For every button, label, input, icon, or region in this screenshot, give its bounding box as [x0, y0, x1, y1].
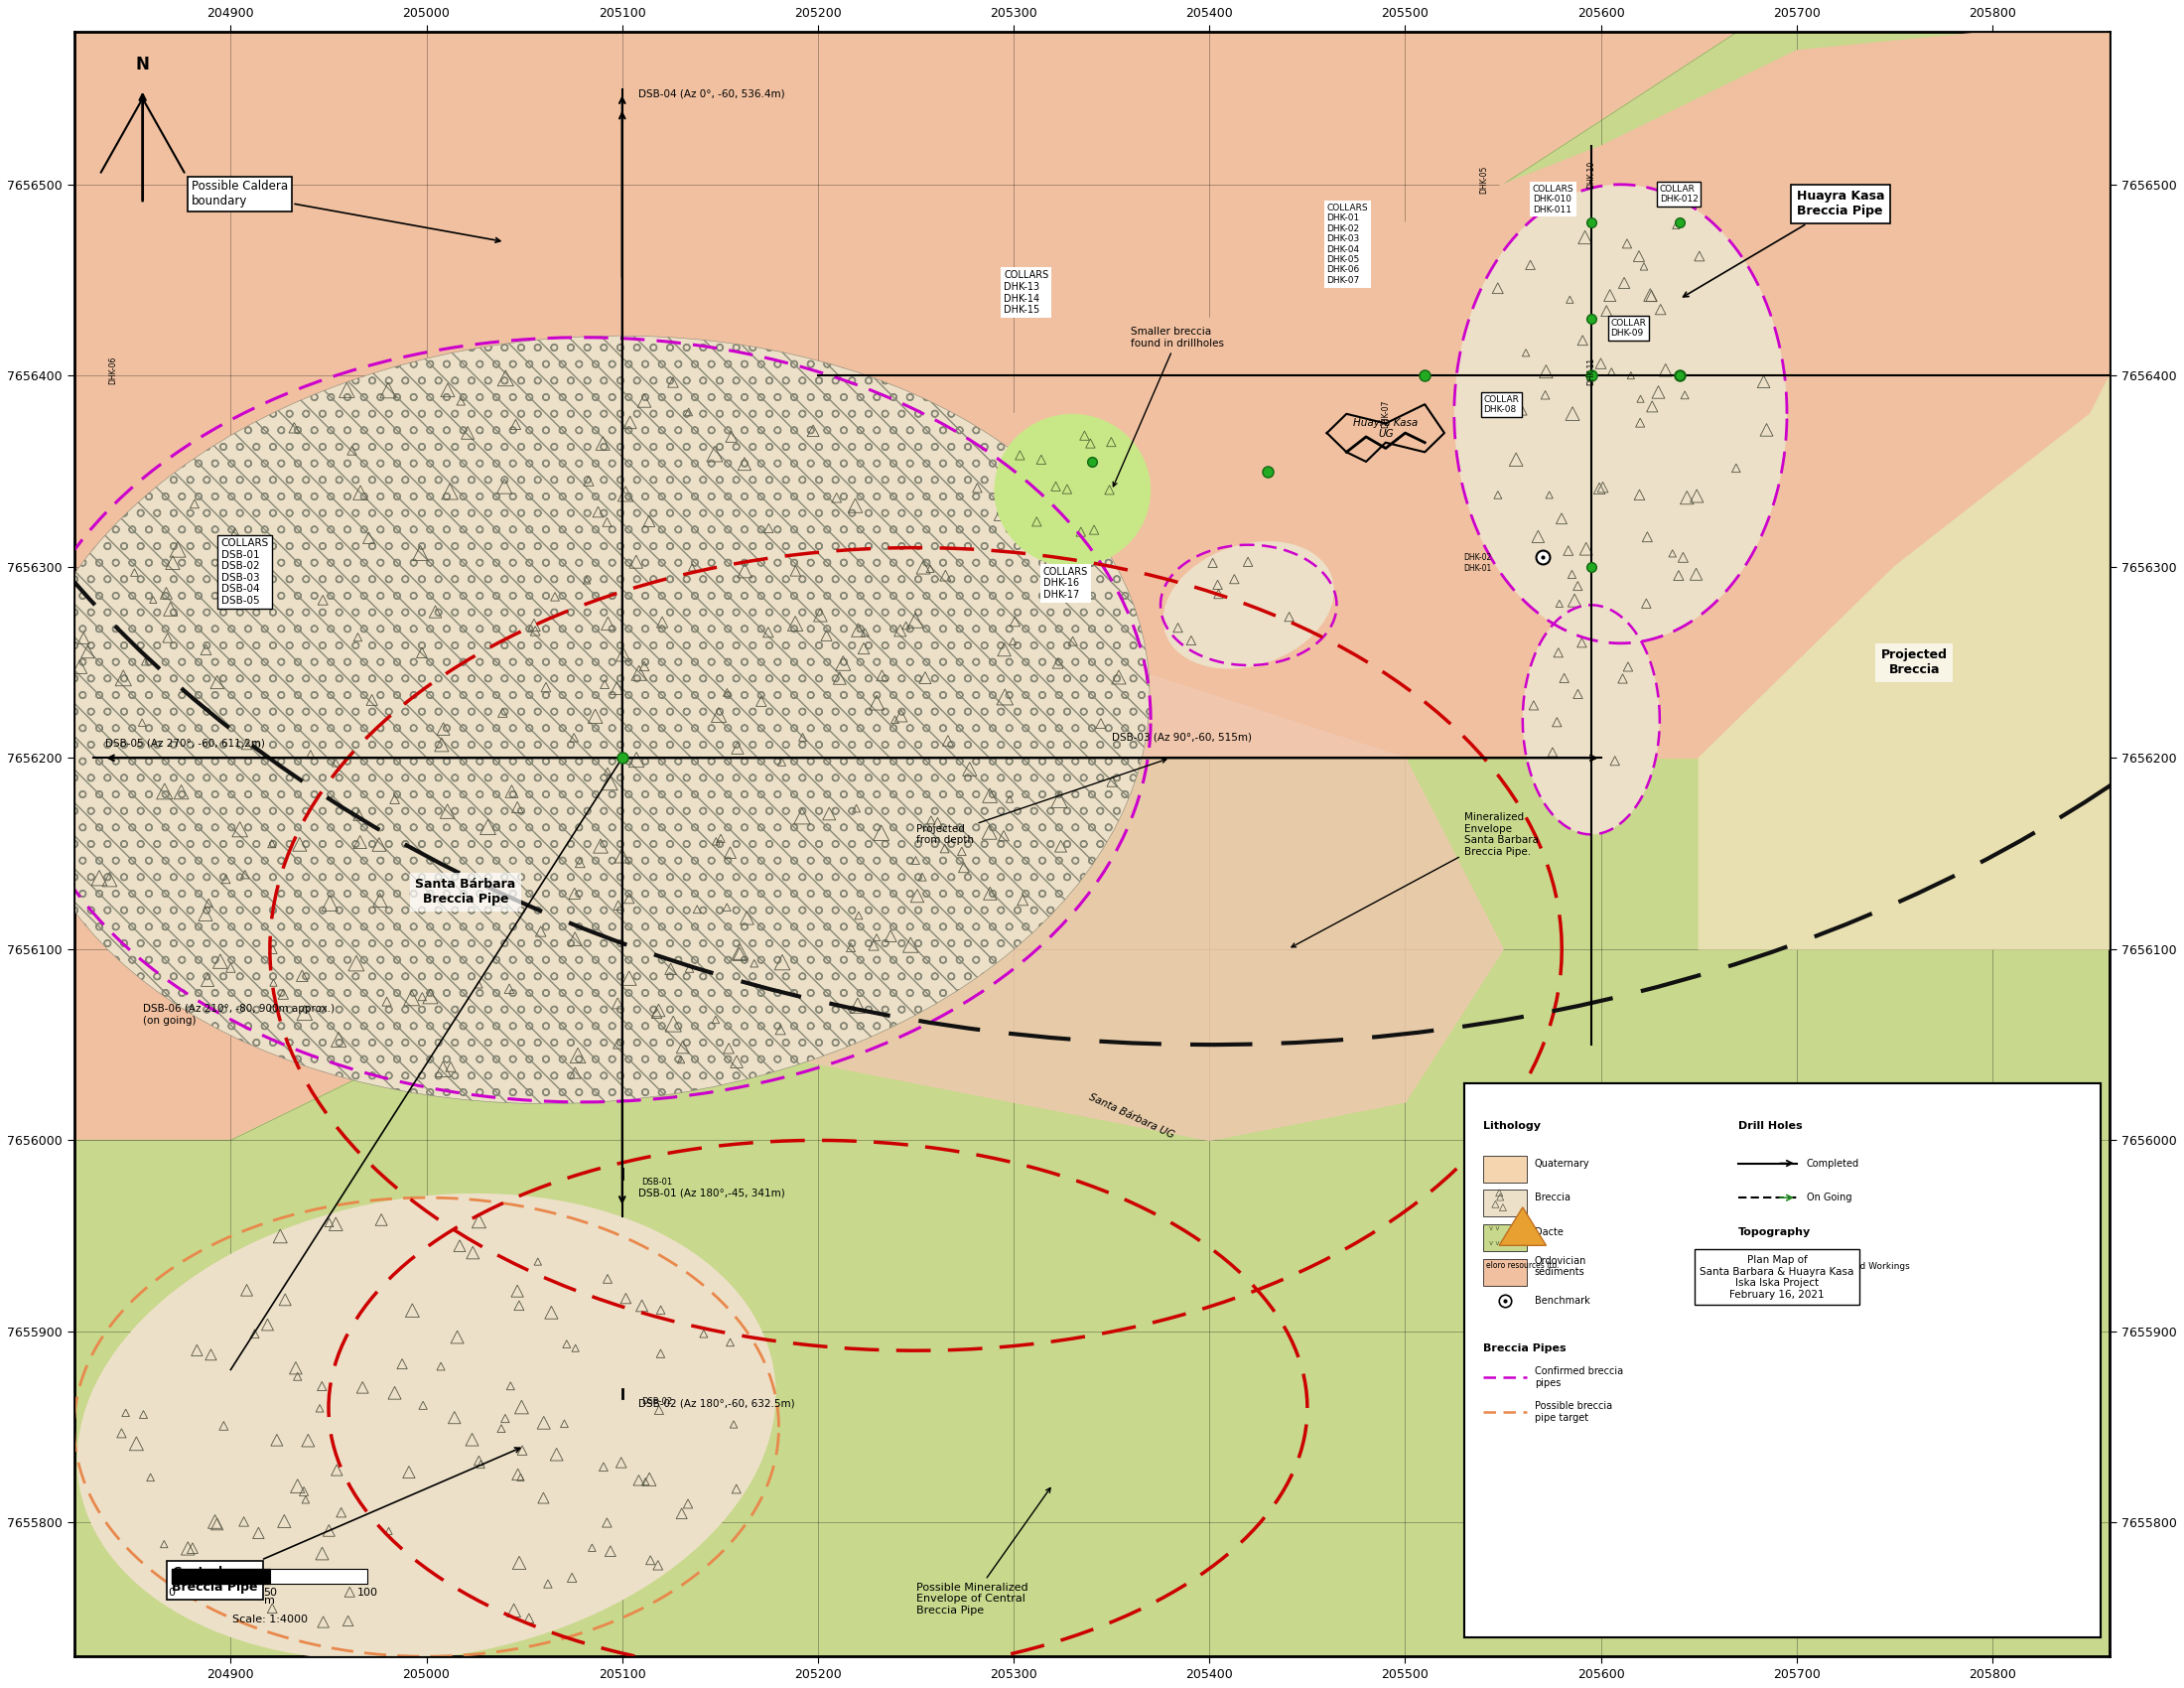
Text: 0: 0	[1492, 1609, 1496, 1615]
Text: Scale: 1:4000: Scale: 1:4000	[232, 1614, 308, 1624]
Text: Quaternary: Quaternary	[1535, 1158, 1590, 1168]
Text: m: m	[1540, 1578, 1546, 1585]
Text: On Going: On Going	[1806, 1193, 1852, 1202]
Text: Mineralized
Envelope
Santa Barbara
Breccia Pipe.: Mineralized Envelope Santa Barbara Brecc…	[1291, 812, 1538, 947]
Text: Drill Holes: Drill Holes	[1738, 1121, 1802, 1131]
Ellipse shape	[1522, 604, 1660, 834]
Text: COLLARS
DSB-01
DSB-02
DSB-03
DSB-04
DSB-05: COLLARS DSB-01 DSB-02 DSB-03 DSB-04 DSB-…	[221, 538, 269, 606]
Text: Confirmed breccia
pipes: Confirmed breccia pipes	[1535, 1367, 1623, 1388]
Text: DSB-01 (Az 180°,-45, 341m): DSB-01 (Az 180°,-45, 341m)	[638, 1188, 784, 1198]
Text: Breccia: Breccia	[1535, 1193, 1570, 1202]
Text: COLLARS
DHK-010
DHK-011: COLLARS DHK-010 DHK-011	[1533, 184, 1575, 214]
Polygon shape	[1699, 376, 2110, 949]
Text: m: m	[264, 1595, 275, 1605]
Ellipse shape	[17, 336, 1149, 1104]
Bar	[1483, 1190, 1527, 1217]
Bar	[1483, 1259, 1527, 1286]
Text: Lithology: Lithology	[1483, 1121, 1542, 1131]
Text: DSB-04 (Az 0°, -60, 536.4m): DSB-04 (Az 0°, -60, 536.4m)	[638, 88, 784, 98]
Text: Underground Workings: Underground Workings	[1806, 1263, 1909, 1271]
FancyBboxPatch shape	[1463, 1084, 2101, 1637]
Text: Possible breccia
pipe target: Possible breccia pipe target	[1535, 1401, 1612, 1423]
Text: Projected
from depth: Projected from depth	[915, 758, 1166, 846]
Circle shape	[994, 414, 1151, 567]
Text: 7655000: 7655000	[1474, 1409, 1479, 1436]
Text: CALDERA COMPLEX
(Quaternary Cover): CALDERA COMPLEX (Quaternary Cover)	[1730, 1106, 1835, 1128]
Text: 500: 500	[1586, 1609, 1599, 1615]
Text: eloro resources ltd.: eloro resources ltd.	[1485, 1261, 1559, 1269]
Text: DSB-03 (Az 90°,-60, 515m): DSB-03 (Az 90°,-60, 515m)	[1112, 733, 1251, 743]
Text: DSB-02 (Az 180°,-60, 632.5m): DSB-02 (Az 180°,-60, 632.5m)	[638, 1398, 795, 1408]
Text: v v: v v	[1489, 1225, 1500, 1231]
Bar	[1483, 1224, 1527, 1251]
Polygon shape	[74, 32, 2110, 1656]
Text: Huayra Kasa
UG: Huayra Kasa UG	[1354, 417, 1417, 439]
Bar	[1483, 1156, 1527, 1182]
Text: 0: 0	[168, 1588, 175, 1597]
Polygon shape	[74, 0, 2110, 1656]
Text: Central
Breccia Pipe: Central Breccia Pipe	[173, 1448, 520, 1593]
Text: COLLAR
DHK-09: COLLAR DHK-09	[1612, 319, 1647, 338]
Text: DSB-05 (Az 270°, -60, 611.2m): DSB-05 (Az 270°, -60, 611.2m)	[105, 738, 264, 748]
Text: Huayra Kasa
Breccia Pipe: Huayra Kasa Breccia Pipe	[1684, 189, 1885, 297]
Text: Possible Caldera
boundary: Possible Caldera boundary	[192, 181, 500, 243]
Text: COLLARS
DHK-16
DHK-17: COLLARS DHK-16 DHK-17	[1044, 567, 1088, 599]
Text: Completed: Completed	[1806, 1158, 1859, 1168]
Text: DHK-05: DHK-05	[1479, 165, 1487, 194]
Bar	[1734, 1264, 1830, 1340]
Text: COLLAR
DHK-08: COLLAR DHK-08	[1483, 395, 1520, 414]
Text: Smaller breccia
found in drillholes: Smaller breccia found in drillholes	[1114, 327, 1225, 486]
Text: COLLAR
DHK-012: COLLAR DHK-012	[1660, 184, 1699, 204]
Ellipse shape	[76, 1193, 775, 1661]
Ellipse shape	[1455, 184, 1787, 643]
Ellipse shape	[1636, 1241, 1771, 1327]
Text: N: N	[135, 56, 149, 74]
Polygon shape	[1498, 1207, 1546, 1246]
Text: DHK-07: DHK-07	[1380, 400, 1389, 429]
Text: v v: v v	[1489, 1241, 1500, 1246]
Text: COLLARS
DHK-13
DHK-14
DHK-15: COLLARS DHK-13 DHK-14 DHK-15	[1005, 270, 1048, 316]
Text: DSB-02: DSB-02	[642, 1398, 673, 1406]
Ellipse shape	[1845, 1217, 1913, 1312]
Text: Dacte: Dacte	[1535, 1227, 1564, 1237]
Polygon shape	[133, 662, 1503, 1141]
Text: DHK-11: DHK-11	[1588, 358, 1597, 385]
Text: DHK-10: DHK-10	[1588, 160, 1597, 189]
Polygon shape	[271, 1568, 367, 1583]
Text: Santa Bárbara UG: Santa Bárbara UG	[1088, 1092, 1175, 1141]
Text: Plan Map of
Santa Barbara & Huayra Kasa
Iska Iska Project
February 16, 2021: Plan Map of Santa Barbara & Huayra Kasa …	[1699, 1254, 1854, 1300]
Text: DHK-02
DHK-01: DHK-02 DHK-01	[1463, 554, 1492, 572]
FancyBboxPatch shape	[1474, 1465, 2090, 1627]
Polygon shape	[74, 32, 2110, 758]
Ellipse shape	[1688, 1374, 1797, 1442]
Text: 50: 50	[262, 1588, 277, 1597]
Text: Possible Mineralized
Envelope of Central
Breccia Pipe: Possible Mineralized Envelope of Central…	[915, 1487, 1051, 1615]
Text: Topography: Topography	[1738, 1227, 1811, 1237]
Text: Benchmark: Benchmark	[1535, 1296, 1590, 1307]
Text: DSB-01: DSB-01	[642, 1177, 673, 1187]
FancyBboxPatch shape	[1463, 1084, 2101, 1637]
Text: 100: 100	[358, 1588, 378, 1597]
Text: 205000   205500   206000: 205000 205500 206000	[1736, 1627, 1828, 1634]
Text: DSB-06 (Az 210°, -80, 900m approx.)
(on going): DSB-06 (Az 210°, -80, 900m approx.) (on …	[142, 1004, 334, 1026]
Text: COLLARS
DHK-01
DHK-02
DHK-03
DHK-04
DHK-05
DHK-06
DHK-07: COLLARS DHK-01 DHK-02 DHK-03 DHK-04 DHK-…	[1328, 204, 1367, 285]
Text: Projected
Breccia: Projected Breccia	[1880, 648, 1948, 677]
Polygon shape	[1699, 32, 2110, 184]
Text: DHK-06: DHK-06	[109, 356, 118, 383]
Text: Santa Bárbara
Breccia Pipe: Santa Bárbara Breccia Pipe	[415, 878, 515, 906]
Text: 7656000: 7656000	[1474, 1276, 1479, 1303]
Polygon shape	[173, 1568, 271, 1583]
Text: Ordovician
sediments: Ordovician sediments	[1535, 1256, 1586, 1278]
Ellipse shape	[1164, 542, 1334, 668]
Text: Breccia Pipes: Breccia Pipes	[1483, 1344, 1566, 1352]
